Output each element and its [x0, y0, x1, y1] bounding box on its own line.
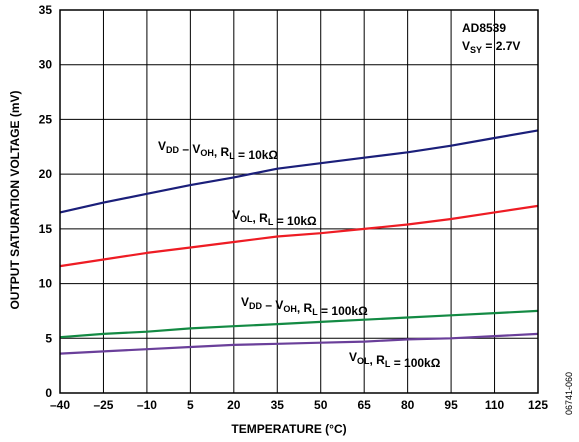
series-label-text: V: [232, 208, 240, 222]
series-label-4: VOL, RL = 100kΩ: [349, 350, 441, 370]
series-label-subscript: DD: [166, 145, 179, 155]
series-label-text: V: [241, 295, 249, 309]
y-tick-label: 0: [45, 386, 52, 400]
series-label-subscript: OH: [200, 148, 214, 158]
series-label-text: = 10kΩ: [235, 148, 279, 162]
x-tick-label: –40: [50, 398, 70, 412]
series-label-subscript: L: [385, 359, 391, 369]
supply-rest: = 2.7V: [482, 39, 520, 53]
y-tick-labels: 0 5 10 15 20 25 30 35: [39, 3, 53, 400]
series-label-subscript: L: [229, 151, 235, 161]
plot-frame: [59, 9, 539, 394]
series-label-text: , R: [253, 211, 269, 225]
grid: [59, 9, 539, 394]
x-tick-label: –25: [93, 398, 113, 412]
series-label-text: – V: [179, 142, 200, 156]
x-tick-label: 80: [401, 398, 415, 412]
y-tick-label: 30: [39, 58, 53, 72]
series-label-subscript: DD: [249, 301, 262, 311]
x-tick-label: 5: [187, 398, 194, 412]
x-tick-label: –10: [137, 398, 157, 412]
x-tick-label: 125: [528, 398, 548, 412]
series-label-2: VOL, RL = 10kΩ: [232, 208, 317, 228]
series-label-text: V: [158, 139, 166, 153]
x-tick-label: 65: [358, 398, 372, 412]
series-label-text: = 10kΩ: [273, 214, 317, 228]
series-label-text: = 100kΩ: [318, 304, 368, 318]
figure-id: 06741-060: [564, 372, 574, 415]
series-line-1: [59, 129, 539, 214]
series-label-text: V: [349, 350, 357, 364]
x-tick-labels: –40 –25 –10 5 20 35 50 65 80 95 110 125: [50, 398, 548, 412]
y-tick-label: 35: [39, 3, 53, 17]
series-label-3: VDD – VOH, RL = 100kΩ: [241, 295, 368, 318]
supply-sub: SY: [470, 45, 482, 55]
supply-condition: VSY = 2.7V: [462, 39, 520, 55]
y-tick-label: 5: [45, 331, 52, 345]
series-label-text: , R: [214, 145, 230, 159]
series-layer: [59, 129, 539, 355]
series-label-text: – V: [262, 298, 283, 312]
series-label-subscript: OL: [240, 214, 253, 224]
supply-main: V: [462, 39, 470, 53]
series-label-text: , R: [297, 301, 313, 315]
x-axis-title: TEMPERATURE (°C): [231, 422, 346, 436]
series-label-subscript: OH: [283, 304, 297, 314]
series-label-subscript: L: [312, 307, 318, 317]
series-line-3: [59, 309, 539, 339]
x-tick-label: 95: [444, 398, 458, 412]
series-line-4: [59, 332, 539, 355]
y-tick-label: 15: [39, 222, 53, 236]
x-tick-label: 50: [314, 398, 328, 412]
x-tick-label: 35: [271, 398, 285, 412]
series-label-text: = 100kΩ: [390, 356, 440, 370]
series-label-subscript: L: [268, 217, 274, 227]
series-line-2: [59, 204, 539, 268]
y-tick-label: 25: [39, 112, 53, 126]
series-label-text: , R: [370, 353, 386, 367]
series-label-subscript: OL: [357, 356, 370, 366]
series-label-1: VDD – VOH, RL = 10kΩ: [158, 139, 278, 162]
device-name: AD8539: [462, 21, 506, 35]
y-axis-title: OUTPUT SATURATION VOLTAGE (mV): [8, 90, 22, 309]
x-tick-label: 110: [485, 398, 505, 412]
y-tick-label: 10: [39, 277, 53, 291]
x-tick-label: 20: [227, 398, 241, 412]
y-tick-label: 20: [39, 167, 53, 181]
